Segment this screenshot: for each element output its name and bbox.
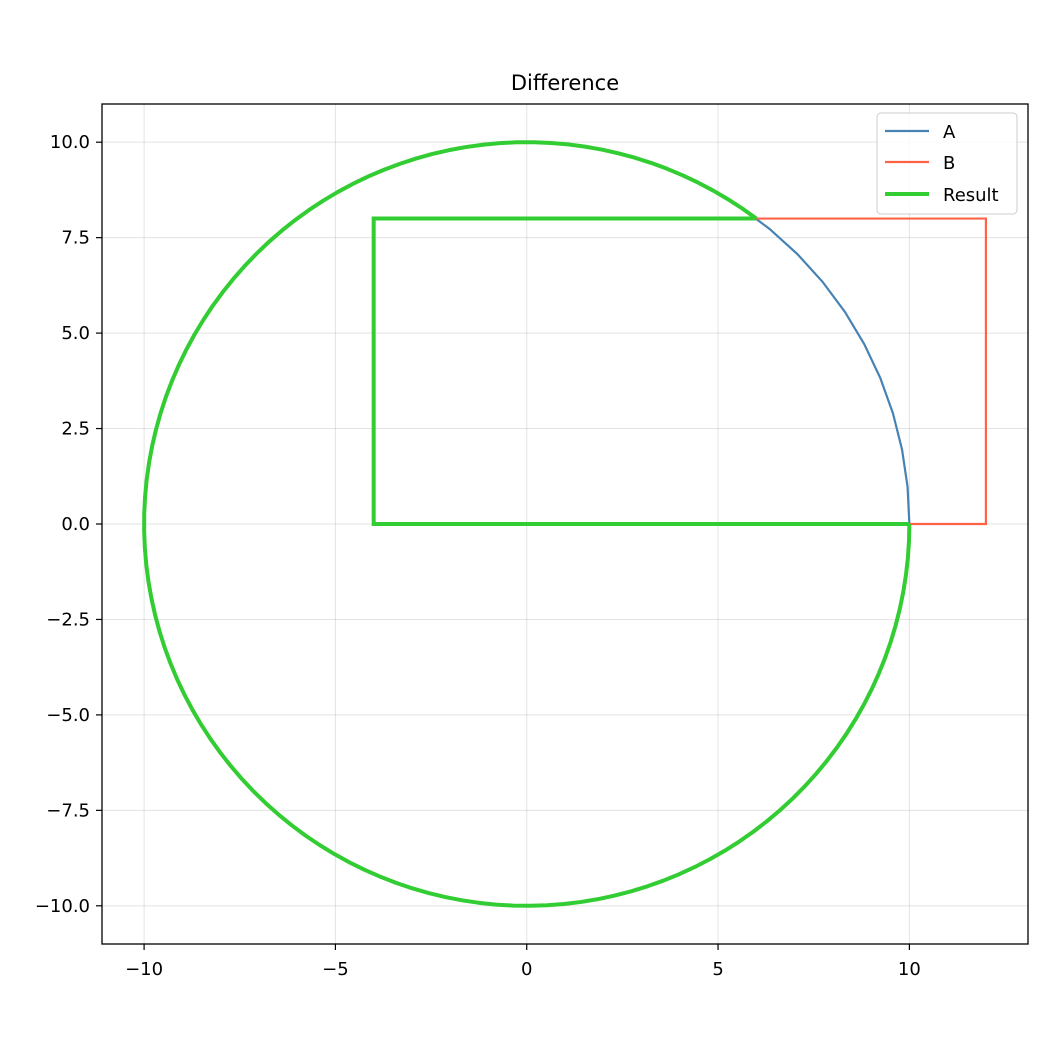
y-tick-label: 5.0	[61, 323, 90, 344]
legend-label-b: B	[943, 153, 955, 174]
chart-title: Difference	[511, 71, 619, 95]
y-tick-label: 2.5	[61, 419, 90, 440]
x-tick-label: −10	[125, 959, 163, 980]
legend-label-result: Result	[943, 185, 999, 206]
result-inner-boundary	[371, 216, 910, 526]
plot-series	[142, 140, 988, 908]
x-tick-label: 5	[712, 959, 723, 980]
axis-ticks: −10 −5 0 5 10 10.0 7.5 5.0 2.5 0.0 −2.5 −5.0 −7.5 −10…	[35, 132, 921, 980]
y-tick-label: −7.5	[46, 800, 90, 821]
x-tick-label: −5	[322, 959, 349, 980]
result-outer-arc	[142, 140, 912, 908]
legend-label-a: A	[943, 122, 956, 143]
y-tick-label: −2.5	[46, 609, 90, 630]
y-tick-label: −5.0	[46, 705, 90, 726]
y-tick-label: 10.0	[50, 132, 90, 153]
y-tick-label: 7.5	[61, 228, 90, 249]
legend: A B Result	[876, 112, 1018, 215]
legend-box	[876, 112, 1018, 215]
x-tick-label: 0	[521, 959, 532, 980]
y-tick-label: 0.0	[61, 514, 90, 535]
y-tick-label: −10.0	[35, 896, 90, 917]
x-tick-label: 10	[898, 959, 921, 980]
